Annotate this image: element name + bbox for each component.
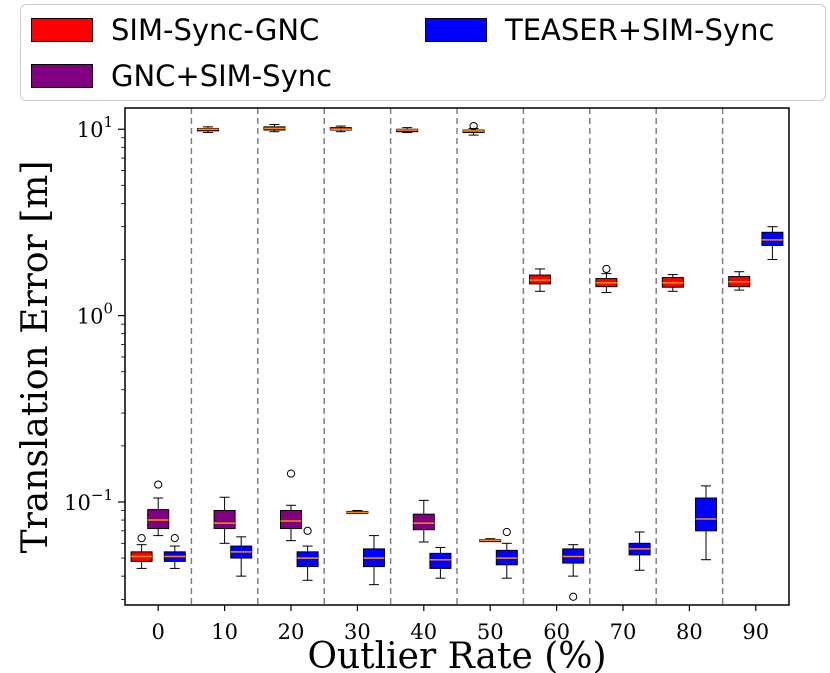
x-tick-label: 60	[543, 620, 570, 644]
box-teaser-sim-sync-10	[230, 536, 253, 577]
box-sim-sync-gnc-90	[728, 271, 751, 291]
y-tick-exponent: 1	[103, 113, 113, 131]
box-sim-sync-gnc-60	[529, 268, 551, 292]
box-sim-sync-gnc-50	[462, 121, 485, 136]
outlier-point	[469, 121, 478, 131]
category-separators	[190, 108, 724, 605]
box-teaser-sim-sync-30	[363, 535, 385, 586]
box-teaser-sim-sync-40	[429, 546, 452, 579]
legend-item-teaser-sim-sync: TEASER+SIM-Sync	[425, 13, 774, 47]
box-body	[296, 551, 319, 568]
x-tick-label: 80	[676, 620, 703, 644]
box-sim-sync-gnc-0	[130, 533, 153, 569]
legend-label: GNC+SIM-Sync	[111, 59, 333, 93]
x-tick-label: 50	[477, 620, 504, 644]
y-tick-label: 101	[77, 113, 113, 142]
box-body	[147, 509, 170, 530]
x-tick-label: 70	[610, 620, 637, 644]
outlier-point	[602, 264, 611, 274]
y-axis-label: Translation Error [m]	[15, 161, 56, 554]
box-body	[695, 497, 717, 532]
box-sim-sync-gnc-40	[396, 127, 419, 134]
boxes-layer	[130, 121, 784, 601]
outlier-point	[154, 480, 163, 489]
box-sim-sync-gnc-30	[329, 125, 352, 133]
box-gnc-sim-sync-20	[280, 469, 302, 542]
box-sim-sync-gnc-20	[263, 124, 286, 133]
y-tick-label: 10−1	[64, 486, 113, 515]
box-gnc-sim-sync-10	[213, 496, 236, 544]
x-tick-label: 90	[742, 620, 769, 644]
x-tick-label: 10	[211, 620, 238, 644]
outlier-point	[170, 533, 179, 543]
outlier-point	[569, 592, 578, 601]
x-tick-label: 20	[278, 620, 305, 644]
outlier-point	[303, 526, 312, 535]
legend-label: TEASER+SIM-Sync	[505, 13, 775, 47]
box-teaser-sim-sync-90	[761, 226, 784, 260]
legend-item-gnc-sim-sync: GNC+SIM-Sync	[31, 59, 332, 93]
y-tick-base: 10	[77, 305, 104, 329]
box-body	[412, 513, 435, 531]
box-body	[761, 231, 784, 246]
box-teaser-sim-sync-70	[628, 531, 651, 571]
legend-swatch-sim-sync-gnc	[31, 18, 93, 42]
box-teaser-sim-sync-50	[495, 527, 518, 579]
box-teaser-sim-sync-0	[163, 533, 186, 569]
outlier-point	[137, 533, 146, 543]
legend-label: SIM-Sync-GNC	[111, 13, 320, 47]
y-tick-label: 100	[77, 300, 113, 329]
box-gnc-sim-sync-50	[479, 538, 502, 543]
box-body	[213, 509, 236, 530]
x-axis: 0 10 20 30 40 50 60 70 80 90	[152, 605, 769, 644]
box-sim-sync-gnc-10	[197, 126, 219, 134]
box-gnc-sim-sync-40	[412, 499, 435, 543]
x-tick-label: 30	[344, 620, 371, 644]
legend-swatch-gnc-sim-sync	[31, 64, 93, 88]
plot-frame	[124, 107, 790, 606]
y-tick-exponent: 0	[103, 300, 113, 318]
y-tick-base: 10	[64, 491, 91, 515]
outlier-point	[502, 527, 511, 537]
box-gnc-sim-sync-0	[147, 480, 170, 537]
box-gnc-sim-sync-30	[346, 509, 369, 514]
box-body	[280, 509, 302, 530]
legend-swatch-teaser-sim-sync	[425, 18, 487, 42]
box-body	[429, 552, 452, 569]
legend-item-sim-sync-gnc: SIM-Sync-GNC	[31, 13, 319, 47]
box-teaser-sim-sync-60	[562, 544, 585, 601]
y-tick-base: 10	[77, 118, 104, 142]
box-teaser-sim-sync-80	[695, 485, 717, 561]
outlier-point	[286, 469, 296, 478]
x-tick-label: 0	[152, 620, 165, 644]
x-axis-label: Outlier Rate (%)	[307, 636, 606, 673]
box-sim-sync-gnc-80	[661, 274, 684, 292]
legend: SIM-Sync-GNC TEASER+SIM-Sync GNC+SIM-Syn…	[20, 4, 826, 101]
box-sim-sync-gnc-70	[595, 264, 618, 294]
x-tick-label: 40	[410, 620, 437, 644]
y-tick-exponent: −1	[91, 486, 113, 504]
box-teaser-sim-sync-20	[296, 526, 319, 581]
